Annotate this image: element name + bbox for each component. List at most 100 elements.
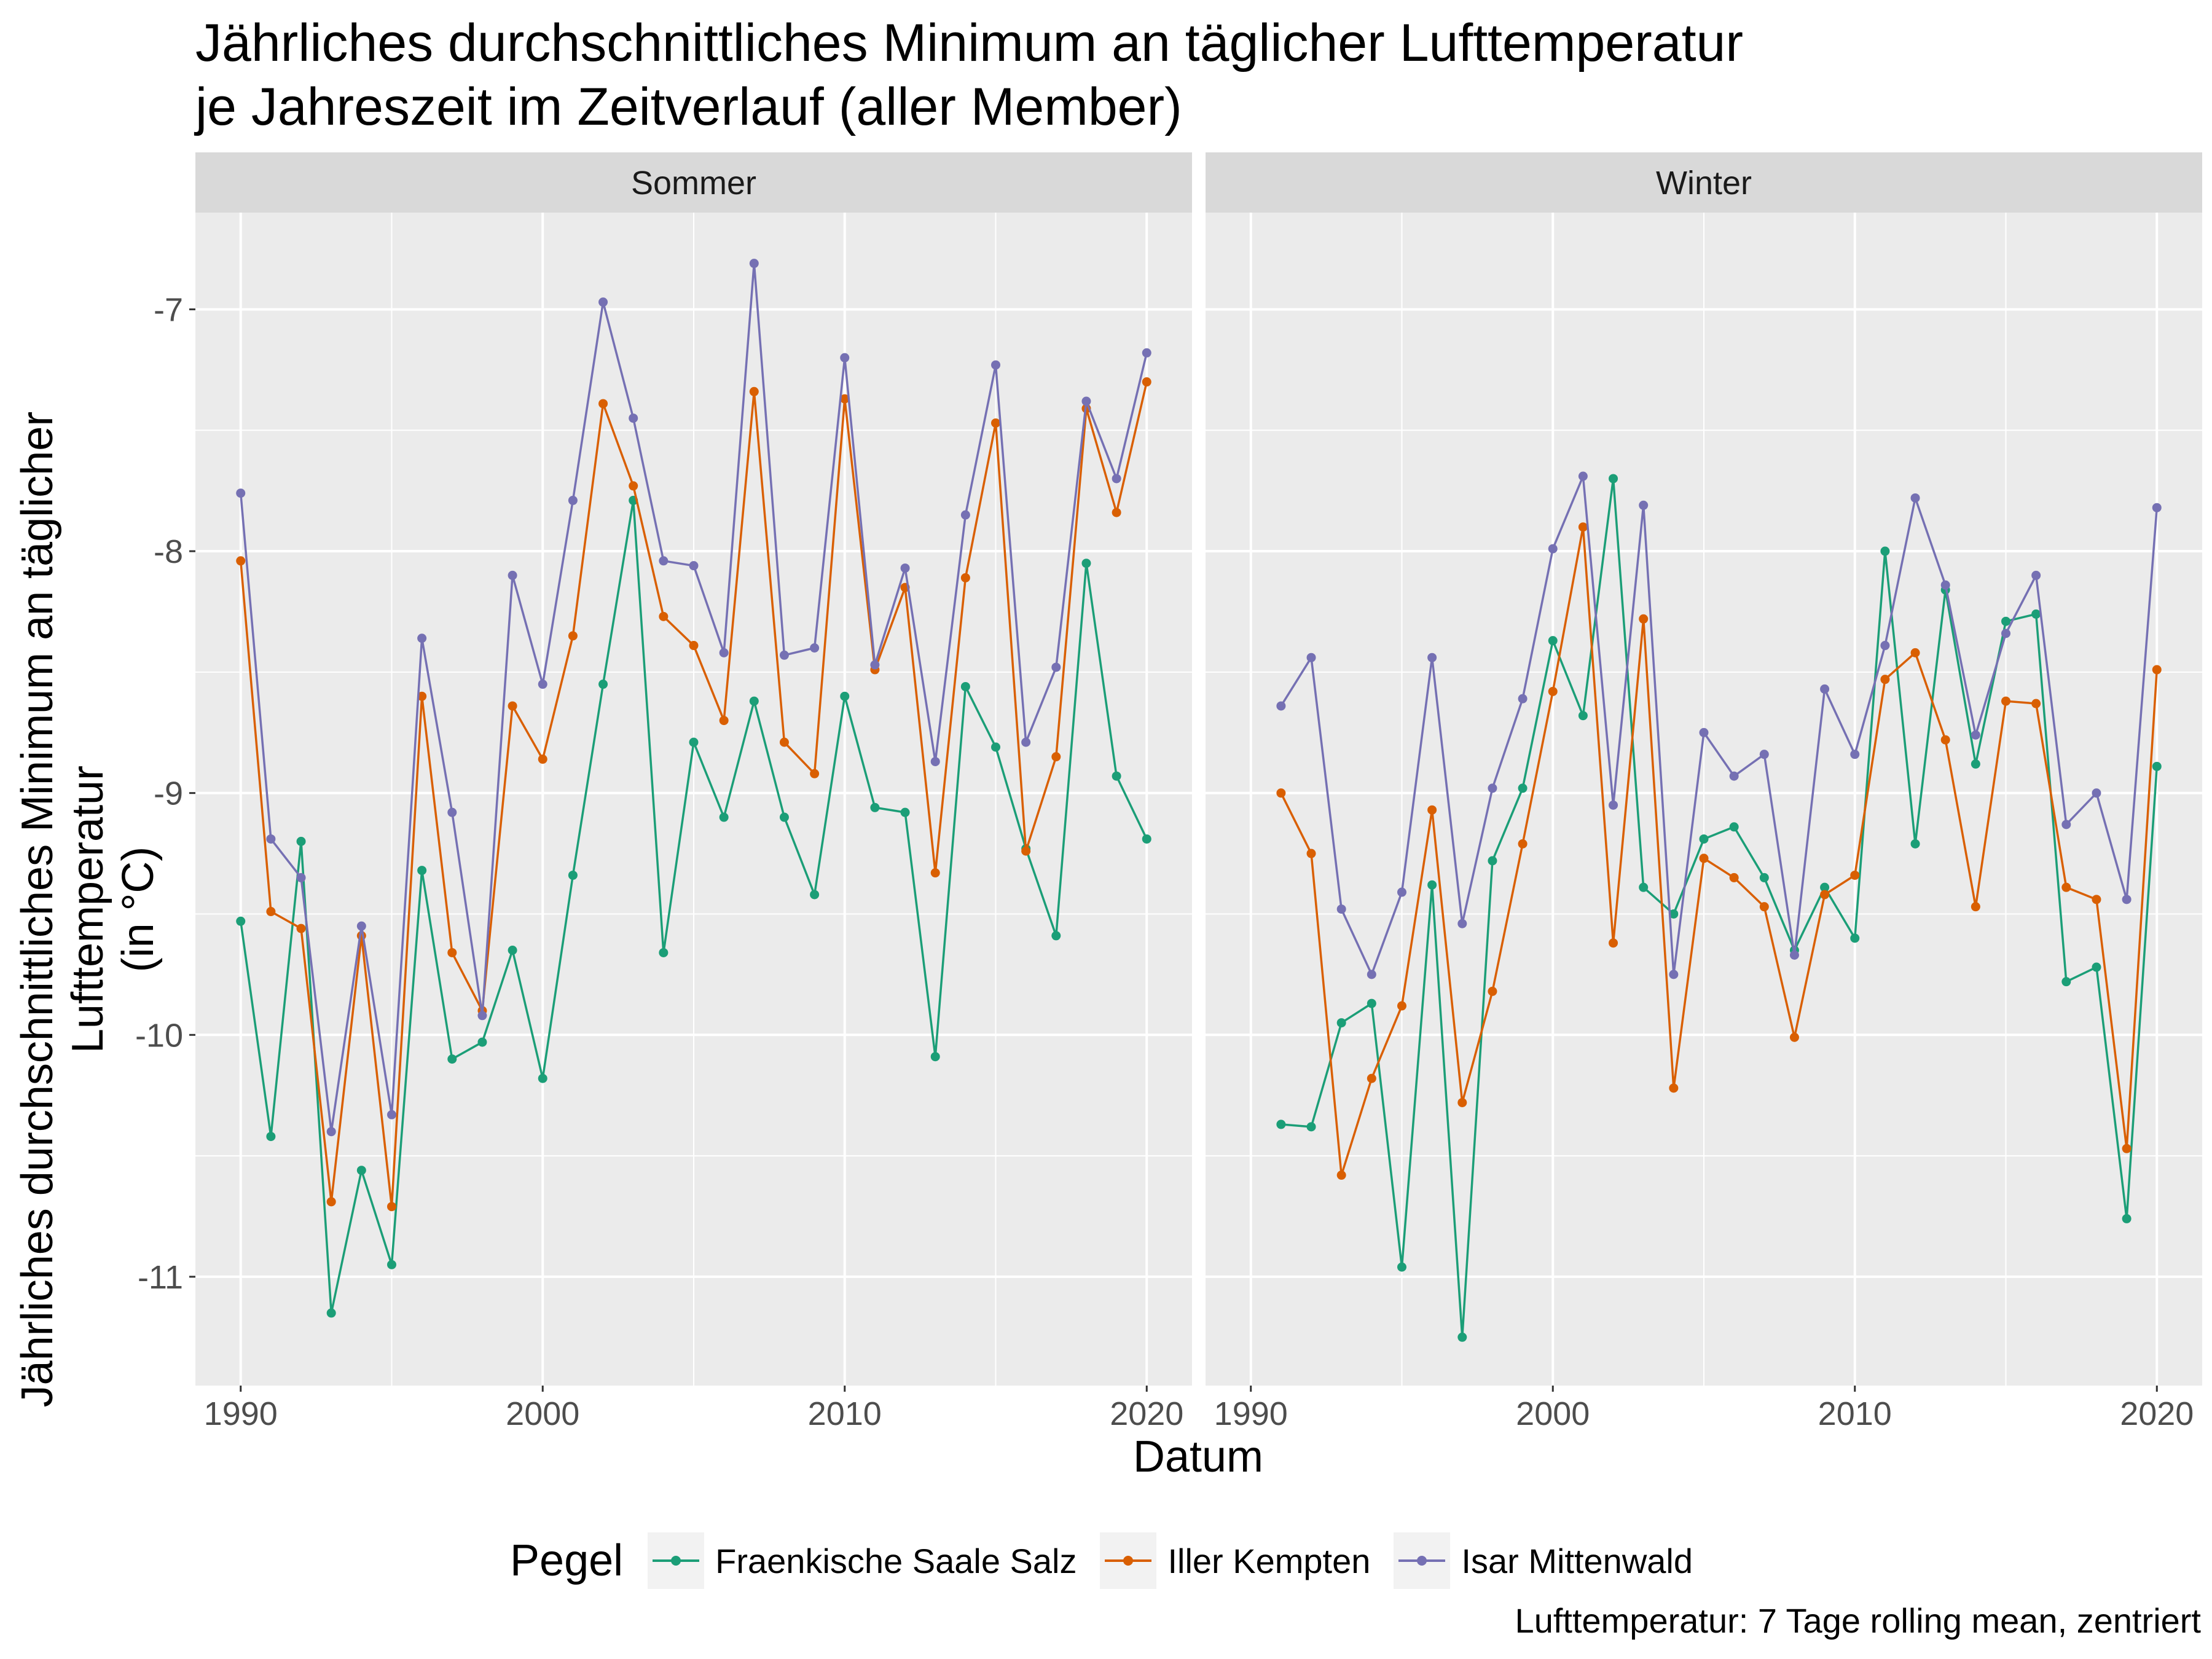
data-point-isar-mittenwald — [1609, 800, 1618, 810]
series-line-iller-kempten-winter — [1280, 525, 2159, 1177]
legend-key-isar-mittenwald — [1394, 1532, 1451, 1589]
legend-label: Isar Mittenwald — [1461, 1541, 1693, 1580]
data-point-isar-mittenwald — [1306, 653, 1316, 662]
data-point-isar-mittenwald — [1276, 701, 1286, 711]
y-tick-label: -10 — [135, 1017, 183, 1054]
data-point-isar-mittenwald — [236, 488, 246, 498]
data-point-isar-mittenwald — [1669, 970, 1679, 979]
data-point-iller-kempten — [1142, 377, 1151, 387]
data-point-fraenkische-saale-salz — [1578, 711, 1588, 721]
data-point-iller-kempten — [1306, 849, 1316, 858]
data-point-iller-kempten — [1729, 873, 1739, 882]
data-point-iller-kempten — [386, 1202, 396, 1212]
data-point-fraenkische-saale-salz — [417, 866, 427, 876]
data-point-iller-kempten — [2031, 699, 2041, 708]
data-point-fraenkische-saale-salz — [779, 812, 789, 822]
data-point-fraenkische-saale-salz — [1699, 834, 1709, 844]
data-point-iller-kempten — [1397, 1001, 1406, 1011]
data-point-fraenkische-saale-salz — [1112, 771, 1121, 781]
x-tick-label: 2010 — [808, 1395, 882, 1432]
data-point-iller-kempten — [266, 907, 276, 917]
data-point-fraenkische-saale-salz — [236, 916, 246, 926]
data-point-isar-mittenwald — [1488, 783, 1497, 793]
data-point-iller-kempten — [810, 769, 820, 779]
data-point-isar-mittenwald — [1367, 970, 1376, 979]
data-point-isar-mittenwald — [386, 1110, 396, 1120]
data-point-fraenkische-saale-salz — [2061, 977, 2071, 987]
data-point-fraenkische-saale-salz — [2122, 1214, 2132, 1223]
series-line-fraenkische-saale-salz-winter — [1281, 477, 2159, 1339]
legend-item-iller-kempten: Iller Kempten — [1100, 1532, 1370, 1589]
data-point-iller-kempten — [1940, 735, 1950, 745]
data-point-isar-mittenwald — [1578, 471, 1588, 481]
data-point-isar-mittenwald — [1759, 750, 1769, 759]
data-point-fraenkische-saale-salz — [1639, 882, 1649, 892]
x-tick-label: 2020 — [2120, 1395, 2194, 1432]
data-point-iller-kempten — [1336, 1171, 1346, 1180]
data-point-iller-kempten — [1971, 902, 1980, 912]
data-point-isar-mittenwald — [1021, 737, 1031, 747]
data-point-isar-mittenwald — [2001, 629, 2011, 638]
data-point-fraenkische-saale-salz — [1729, 822, 1739, 832]
data-point-isar-mittenwald — [508, 570, 517, 580]
y-tick-label: -8 — [154, 533, 183, 570]
data-point-iller-kempten — [538, 755, 547, 764]
data-point-iller-kempten — [1639, 614, 1649, 624]
data-point-isar-mittenwald — [296, 873, 306, 882]
data-point-fraenkische-saale-salz — [1276, 1120, 1286, 1129]
data-point-fraenkische-saale-salz — [1336, 1018, 1346, 1028]
chart-title-line-1: Jährliches durchschnittliches Minimum an… — [195, 14, 1743, 73]
data-point-isar-mittenwald — [779, 650, 789, 660]
data-point-isar-mittenwald — [629, 414, 638, 423]
data-point-fraenkische-saale-salz — [598, 680, 608, 689]
data-point-isar-mittenwald — [568, 495, 578, 505]
data-point-iller-kempten — [749, 386, 759, 396]
data-point-iller-kempten — [629, 481, 638, 491]
data-point-fraenkische-saale-salz — [508, 946, 517, 955]
data-point-isar-mittenwald — [1880, 641, 1890, 651]
data-point-fraenkische-saale-salz — [1820, 882, 1830, 892]
data-point-fraenkische-saale-salz — [477, 1037, 487, 1047]
data-point-isar-mittenwald — [2092, 788, 2101, 798]
x-tick-label: 1990 — [204, 1395, 278, 1432]
chart-caption: Lufttemperatur: 7 Tage rolling mean, zen… — [1515, 1601, 2201, 1640]
data-point-fraenkische-saale-salz — [2092, 962, 2101, 972]
data-point-iller-kempten — [1578, 522, 1588, 532]
data-point-iller-kempten — [991, 418, 1001, 428]
data-point-fraenkische-saale-salz — [749, 696, 759, 706]
data-point-fraenkische-saale-salz — [1142, 834, 1151, 844]
legend-key-iller-kempten — [1100, 1532, 1157, 1589]
data-point-fraenkische-saale-salz — [1759, 873, 1769, 882]
data-point-iller-kempten — [447, 947, 457, 957]
x-tick-label: 2010 — [1818, 1395, 1892, 1432]
legend-key-fraenkische-saale-salz — [648, 1532, 705, 1589]
data-point-iller-kempten — [417, 691, 427, 701]
data-point-fraenkische-saale-salz — [1880, 546, 1890, 556]
data-point-iller-kempten — [1669, 1083, 1679, 1093]
data-point-isar-mittenwald — [749, 259, 759, 269]
x-tick-label: 2000 — [1516, 1395, 1590, 1432]
data-point-isar-mittenwald — [1850, 750, 1860, 759]
data-point-iller-kempten — [508, 701, 517, 711]
facet-strip-label: Winter — [1656, 165, 1752, 202]
data-point-isar-mittenwald — [1142, 348, 1151, 358]
data-point-fraenkische-saale-salz — [719, 812, 729, 822]
data-point-isar-mittenwald — [991, 360, 1001, 370]
data-point-fraenkische-saale-salz — [1427, 880, 1437, 890]
data-point-iller-kempten — [1850, 870, 1860, 880]
data-point-fraenkische-saale-salz — [356, 1166, 366, 1175]
data-point-fraenkische-saale-salz — [1518, 783, 1528, 793]
data-point-isar-mittenwald — [960, 510, 970, 520]
data-point-fraenkische-saale-salz — [991, 742, 1001, 752]
data-point-iller-kempten — [1548, 686, 1558, 696]
data-point-fraenkische-saale-salz — [960, 681, 970, 691]
legend-title: Pegel — [510, 1536, 624, 1585]
data-point-fraenkische-saale-salz — [1081, 559, 1091, 568]
chart-title: Jährliches durchschnittliches Minimum an… — [195, 11, 1743, 139]
y-tick-label: -7 — [154, 291, 183, 328]
data-point-fraenkische-saale-salz — [870, 802, 880, 812]
data-point-fraenkische-saale-salz — [266, 1132, 276, 1142]
x-tick-label: 2000 — [506, 1395, 579, 1432]
data-point-isar-mittenwald — [1729, 771, 1739, 781]
